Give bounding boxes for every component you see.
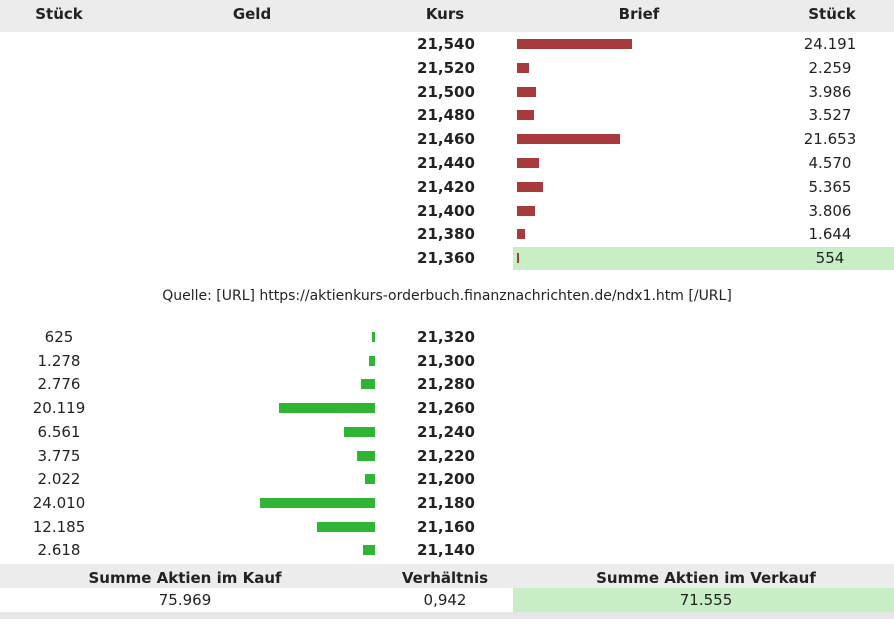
ask-kurs: 21,380 (417, 225, 475, 244)
bid-volume-bar (372, 332, 375, 342)
ask-row: 21,360 554 (0, 247, 894, 271)
ask-row: 21,520 2.259 (0, 57, 894, 80)
ask-kurs: 21,500 (417, 82, 475, 101)
summary-buy-value: 75.969 (158, 591, 212, 609)
bid-kurs: 21,300 (417, 351, 475, 370)
bid-row: 625 21,320 (0, 326, 894, 349)
bid-kurs: 21,220 (417, 446, 475, 465)
summary-sell-value: 71.555 (679, 591, 733, 609)
ask-kurs: 21,440 (417, 154, 475, 172)
ask-row: 21,420 5.365 (0, 176, 894, 199)
header-kurs: Kurs (425, 5, 465, 23)
ask-row: 21,400 3.806 (0, 200, 894, 223)
ask-stueck: 3.806 (808, 201, 852, 220)
bid-row: 2.618 21,140 (0, 539, 894, 562)
ask-kurs: 21,520 (417, 58, 475, 77)
summary-buy-label: Summe Aktien im Kauf (88, 569, 282, 587)
summary-sell-highlight (513, 588, 894, 612)
ask-stueck: 21.653 (803, 130, 857, 149)
ask-row: 21,500 3.986 (0, 81, 894, 104)
bid-row: 1.278 21,300 (0, 350, 894, 373)
bid-stueck: 625 (44, 328, 74, 346)
ask-volume-bar (517, 253, 519, 264)
bid-kurs: 21,160 (417, 517, 475, 536)
bid-volume-bar (317, 521, 375, 532)
ask-volume-bar (517, 158, 539, 168)
ask-volume-bar (517, 86, 536, 97)
bid-stueck: 2.022 (37, 470, 81, 489)
ask-volume-bar (517, 229, 525, 240)
ask-stueck: 3.986 (808, 82, 852, 101)
bid-volume-bar (361, 379, 375, 390)
ask-row: 21,460 21.653 (0, 128, 894, 151)
source-link[interactable]: Quelle: [URL] https://aktienkurs-orderbu… (162, 288, 732, 304)
header-geld: Geld (232, 5, 272, 23)
bid-kurs: 21,260 (417, 399, 475, 418)
bid-stueck: 3.775 (37, 446, 81, 465)
ask-row: 21,540 24.191 (0, 33, 894, 56)
ask-volume-bar (517, 181, 543, 192)
summary-ratio-value: 0,942 (423, 591, 467, 609)
bid-row: 2.022 21,200 (0, 468, 894, 491)
ask-volume-bar (517, 62, 529, 73)
ask-kurs: 21,480 (417, 106, 475, 125)
ask-kurs: 21,400 (417, 201, 475, 220)
bid-kurs: 21,280 (417, 375, 475, 394)
bid-kurs: 21,180 (417, 493, 475, 512)
ask-row: 21,480 3.527 (0, 104, 894, 127)
summary-header: Summe Aktien im Kauf Verhältnis Summe Ak… (0, 564, 894, 588)
best-ask-highlight (513, 247, 894, 271)
bid-volume-bar (344, 426, 375, 437)
ask-stueck: 4.570 (808, 154, 852, 172)
bid-volume-bar (365, 474, 375, 485)
bottom-strip (0, 612, 894, 619)
ask-stueck: 2.259 (808, 58, 852, 77)
header-stueck-bid: Stück (35, 5, 83, 23)
orderbook-header: Stück Geld Kurs Brief Stück (0, 0, 894, 32)
ask-volume-bar (517, 110, 534, 121)
bid-row: 12.185 21,160 (0, 516, 894, 539)
bid-row: 24.010 21,180 (0, 492, 894, 515)
bid-row: 6.561 21,240 (0, 421, 894, 444)
bid-kurs: 21,240 (417, 422, 475, 441)
bid-kurs: 21,140 (417, 541, 475, 560)
header-brief: Brief (618, 5, 660, 23)
bid-volume-bar (363, 545, 375, 556)
ask-kurs: 21,420 (417, 177, 475, 196)
summary-sell-label: Summe Aktien im Verkauf (596, 569, 816, 587)
bid-stueck: 20.119 (32, 399, 86, 418)
ask-row: 21,440 4.570 (0, 152, 894, 175)
bid-row: 20.119 21,260 (0, 397, 894, 420)
bid-stueck: 1.278 (37, 351, 81, 370)
bid-volume-bar (260, 497, 375, 508)
ask-volume-bar (517, 205, 535, 216)
ask-kurs: 21,460 (417, 130, 475, 149)
ask-stueck: 5.365 (808, 177, 852, 196)
bid-stueck: 2.618 (37, 541, 81, 560)
header-stueck-ask: Stück (808, 5, 856, 23)
ask-kurs: 21,540 (417, 35, 475, 53)
bid-kurs: 21,320 (417, 328, 475, 346)
bid-stueck: 2.776 (37, 375, 81, 394)
ask-kurs: 21,360 (417, 249, 475, 268)
ask-row: 21,380 1.644 (0, 223, 894, 246)
bid-kurs: 21,200 (417, 470, 475, 489)
bid-volume-bar (357, 450, 375, 461)
bid-stueck: 12.185 (32, 517, 86, 536)
bid-row: 3.775 21,220 (0, 445, 894, 468)
bid-volume-bar (369, 355, 375, 366)
bid-stueck: 6.561 (37, 422, 81, 441)
bid-row: 2.776 21,280 (0, 373, 894, 396)
summary-values: 75.969 0,942 71.555 (0, 588, 894, 612)
summary-ratio-label: Verhältnis (401, 569, 489, 587)
ask-stueck: 24.191 (803, 35, 857, 53)
ask-volume-bar (517, 134, 620, 145)
ask-stueck: 554 (815, 249, 845, 268)
bid-volume-bar (279, 403, 375, 414)
ask-volume-bar (517, 39, 632, 49)
bid-stueck: 24.010 (32, 493, 86, 512)
ask-stueck: 1.644 (808, 225, 852, 244)
ask-stueck: 3.527 (808, 106, 852, 125)
